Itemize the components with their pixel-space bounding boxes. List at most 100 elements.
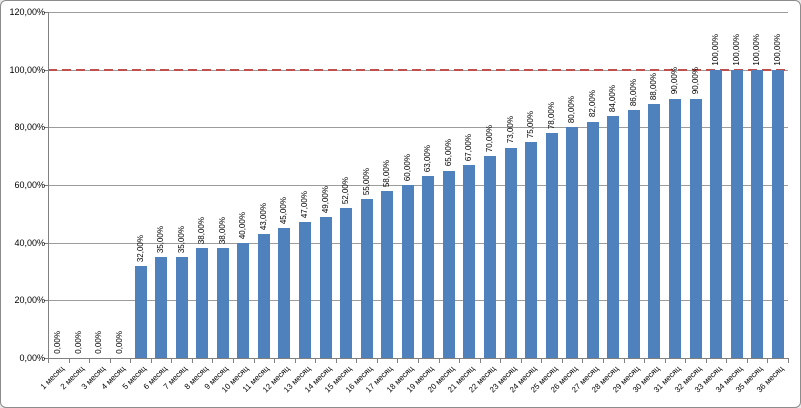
- bar-data-label: 84,00%: [608, 84, 618, 112]
- bar-month-25[interactable]: [545, 133, 558, 358]
- x-axis-tick: [459, 359, 460, 363]
- bar-month-14[interactable]: [319, 216, 332, 358]
- bar-month-23[interactable]: [504, 147, 517, 358]
- bar-data-label: 67,00%: [464, 133, 474, 161]
- bar-data-label: 78,00%: [546, 101, 556, 130]
- y-axis-tick: [44, 126, 48, 128]
- bar-data-label: 75,00%: [526, 110, 536, 138]
- bar-month-20[interactable]: [442, 170, 455, 358]
- y-axis-tick-label: 100,00%: [9, 65, 45, 75]
- y-axis-tick: [44, 357, 48, 359]
- bar-month-35[interactable]: [751, 69, 764, 358]
- y-axis-tick-label: 60,00%: [14, 180, 45, 190]
- x-axis-tick: [521, 359, 522, 363]
- major-gridline: [48, 184, 788, 186]
- bar-data-label: 32,00%: [135, 234, 145, 262]
- bar-data-label: 100,00%: [711, 34, 721, 66]
- bar-month-32[interactable]: [689, 98, 702, 358]
- major-gridline: [48, 299, 788, 301]
- bar-month-16[interactable]: [360, 199, 373, 358]
- x-axis-tick: [48, 359, 49, 363]
- bar-month-28[interactable]: [607, 115, 620, 358]
- bar-month-9[interactable]: [216, 248, 229, 358]
- x-axis-tick: [665, 359, 666, 363]
- bar-data-label: 100,00%: [731, 34, 741, 66]
- major-gridline: [48, 242, 788, 244]
- x-axis-tick: [130, 359, 131, 363]
- x-axis-tick: [356, 359, 357, 363]
- bar-month-26[interactable]: [566, 127, 579, 358]
- bar-month-34[interactable]: [730, 69, 743, 358]
- x-axis-tick: [274, 359, 275, 363]
- bar-data-label: 86,00%: [628, 78, 638, 107]
- x-axis-tick: [110, 359, 111, 363]
- bar-month-13[interactable]: [298, 222, 311, 358]
- bar-data-label: 55,00%: [361, 168, 371, 196]
- x-axis-tick: [336, 359, 337, 363]
- x-axis-tick: [685, 359, 686, 363]
- target-reference-line: [48, 68, 788, 71]
- bar-data-label: 58,00%: [382, 159, 392, 187]
- x-axis-tick: [418, 359, 419, 363]
- bar-month-17[interactable]: [381, 190, 394, 358]
- bar-data-label: 0,00%: [73, 331, 83, 354]
- bar-data-label: 73,00%: [505, 116, 515, 144]
- bar-month-7[interactable]: [175, 257, 188, 358]
- bar-data-label: 80,00%: [567, 96, 577, 124]
- x-axis-tick: [747, 359, 748, 363]
- bar-month-22[interactable]: [483, 156, 496, 358]
- bar-month-27[interactable]: [586, 121, 599, 358]
- bar-data-label: 40,00%: [238, 211, 248, 239]
- x-axis-tick: [706, 359, 707, 363]
- bar-data-label: 0,00%: [94, 331, 104, 354]
- y-axis-tick: [44, 11, 48, 13]
- x-axis-tick: [603, 359, 604, 363]
- bar-data-label: 65,00%: [443, 139, 453, 167]
- bar-month-15[interactable]: [340, 208, 353, 358]
- bar-month-6[interactable]: [155, 257, 168, 358]
- bar-month-8[interactable]: [196, 248, 209, 358]
- x-axis-tick: [377, 359, 378, 363]
- x-axis-tick: [233, 359, 234, 363]
- bar-month-18[interactable]: [401, 185, 414, 358]
- x-axis-tick: [726, 359, 727, 363]
- bar-data-label: 60,00%: [402, 153, 412, 181]
- bar-data-label: 49,00%: [320, 185, 330, 213]
- x-axis-tick: [151, 359, 152, 363]
- bar-data-label: 38,00%: [197, 217, 207, 245]
- bar-data-label: 52,00%: [341, 176, 351, 205]
- bar-month-33[interactable]: [710, 69, 723, 358]
- bar-month-11[interactable]: [257, 234, 270, 358]
- x-axis-tick: [767, 359, 768, 363]
- x-axis-tick: [582, 359, 583, 363]
- bar-month-5[interactable]: [134, 265, 147, 358]
- bar-data-label: 47,00%: [299, 191, 309, 219]
- bar-data-label: 35,00%: [156, 225, 166, 254]
- bar-month-36[interactable]: [771, 69, 784, 358]
- x-axis-tick: [397, 359, 398, 363]
- x-axis-tick: [315, 359, 316, 363]
- bar-data-label: 38,00%: [217, 217, 227, 245]
- y-axis-tick: [44, 242, 48, 244]
- bar-month-12[interactable]: [278, 228, 291, 358]
- x-axis-tick: [69, 359, 70, 363]
- bar-month-19[interactable]: [422, 176, 435, 358]
- bar-month-30[interactable]: [648, 104, 661, 358]
- bar-data-label: 45,00%: [279, 197, 289, 225]
- bar-data-label: 43,00%: [258, 202, 268, 231]
- x-axis-tick: [89, 359, 90, 363]
- x-axis-tick: [254, 359, 255, 363]
- bar-month-21[interactable]: [463, 164, 476, 358]
- x-axis-tick: [624, 359, 625, 363]
- y-axis-tick-label: 120,00%: [9, 7, 45, 17]
- bar-data-label: 0,00%: [53, 331, 63, 354]
- y-axis-tick-label: 0,00%: [19, 353, 45, 363]
- bar-month-31[interactable]: [668, 98, 681, 358]
- bar-data-label: 82,00%: [587, 90, 597, 118]
- bar-month-29[interactable]: [627, 110, 640, 358]
- y-axis-tick-label: 80,00%: [14, 122, 45, 132]
- bar-month-10[interactable]: [237, 242, 250, 358]
- x-axis-tick: [788, 359, 789, 363]
- bar-month-24[interactable]: [525, 141, 538, 358]
